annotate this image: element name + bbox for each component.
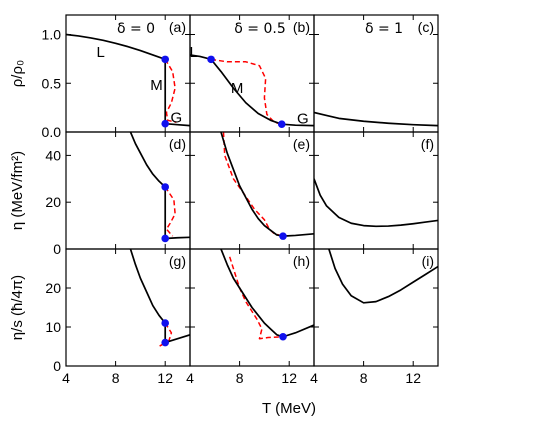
delta-label: δ = 1 xyxy=(365,21,403,37)
region-label: L xyxy=(97,44,105,61)
y-tick-label: 10 xyxy=(45,319,61,335)
delta-label: δ = 0 xyxy=(117,21,155,37)
panel-letter: (a) xyxy=(169,19,186,35)
transition-point xyxy=(161,234,169,243)
solid-curve xyxy=(190,54,314,127)
region-label: M xyxy=(150,77,163,94)
panel-a-curves xyxy=(66,33,190,127)
x-tick-label: 12 xyxy=(281,370,297,386)
panel-d: (d) 0 20 40 η (MeV/fm²) xyxy=(9,131,191,257)
panel-c: (c) δ = 1 xyxy=(313,14,439,133)
dashed-curve xyxy=(222,132,284,237)
x-tick-label: 8 xyxy=(236,370,244,386)
transition-point xyxy=(279,332,287,341)
dashed-curve xyxy=(164,186,176,237)
transition-point xyxy=(161,119,169,128)
y-tick-label: 20 xyxy=(45,194,61,210)
panel-a: (a) δ = 0 L MG 0.0 0.5 1.0 ρ/ρ₀ xyxy=(9,14,191,140)
solid-curve xyxy=(165,236,190,240)
y-tick-label: 0 xyxy=(53,358,61,374)
solid-curve xyxy=(314,111,438,127)
y-tick-label: 20 xyxy=(45,280,61,296)
panel-letter: (e) xyxy=(293,136,310,152)
solid-curve xyxy=(314,178,438,228)
y-axis-label: η/s (ħ/4π) xyxy=(9,275,26,340)
solid-curve xyxy=(129,132,166,188)
region-label: L xyxy=(190,44,198,61)
panel-letter: (f) xyxy=(421,136,434,152)
panel-h: (h) 4 8 12 xyxy=(186,248,315,386)
dashed-curve xyxy=(164,58,177,123)
region-label: G xyxy=(171,109,183,126)
transition-point xyxy=(161,319,169,327)
transition-point xyxy=(161,338,169,347)
transition-point xyxy=(207,55,215,64)
panel-d-curves xyxy=(129,132,190,240)
panel-b-curves xyxy=(190,54,314,127)
solid-curve xyxy=(66,33,166,61)
panel-letter: (g) xyxy=(169,253,186,269)
panel-c-curves xyxy=(314,111,438,127)
panel-letter: (c) xyxy=(418,19,434,35)
dashed-curve xyxy=(210,58,282,125)
transition-point xyxy=(277,120,286,128)
panel-e: (e) xyxy=(189,131,315,250)
panel-i-curves xyxy=(328,249,438,304)
y-tick-label: 0.5 xyxy=(42,75,62,91)
panel-b: (b) δ = 0.5 L M G xyxy=(189,14,315,133)
x-axis-label: T (MeV) xyxy=(262,400,316,417)
x-tick-label: 4 xyxy=(310,370,318,386)
x-tick-label: 12 xyxy=(157,370,173,386)
y-axis-label: ρ/ρ₀ xyxy=(9,60,26,87)
delta-label: δ = 0.5 xyxy=(234,21,285,37)
dashed-curve xyxy=(228,256,284,340)
y-tick-label: 1.0 xyxy=(42,27,62,43)
x-tick-label: 8 xyxy=(112,370,120,386)
solid-curve xyxy=(164,333,190,344)
solid-curve xyxy=(129,249,166,324)
x-tick-label: 4 xyxy=(62,370,70,386)
solid-curve xyxy=(165,122,190,127)
panel-frame xyxy=(313,248,439,367)
transition-point xyxy=(161,183,169,191)
solid-curve xyxy=(328,249,438,304)
transition-point xyxy=(161,55,169,64)
y-tick-label: 0.0 xyxy=(42,124,62,140)
x-tick-label: 12 xyxy=(405,370,421,386)
x-tick-label: 8 xyxy=(360,370,368,386)
panel-frame xyxy=(313,131,439,250)
y-tick-label: 0 xyxy=(53,241,61,257)
region-label: G xyxy=(297,110,309,127)
panel-letter: (h) xyxy=(293,253,310,269)
panel-i: (i) 4 8 12 xyxy=(310,248,439,386)
panel-f: (f) xyxy=(313,131,439,250)
panel-letter: (d) xyxy=(169,136,186,152)
y-axis-label: η (MeV/fm²) xyxy=(9,151,26,230)
panel-letter: (i) xyxy=(422,253,434,269)
region-label: M xyxy=(231,80,244,97)
transition-point xyxy=(279,232,287,240)
panel-letter: (b) xyxy=(293,19,310,35)
panel-g: (g) 4 8 12 0 10 20 η/s (ħ/4π) xyxy=(9,248,191,386)
panel-f-curves xyxy=(314,178,438,228)
x-tick-label: 4 xyxy=(186,370,194,386)
y-tick-label: 40 xyxy=(45,147,61,163)
